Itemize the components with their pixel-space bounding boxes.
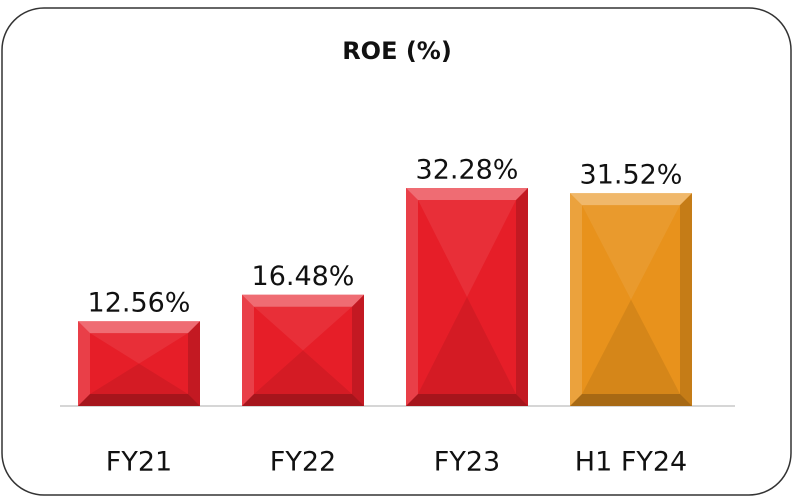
bar-bevel: [352, 294, 364, 406]
bar-bevel: [582, 299, 680, 394]
bar-bevel: [254, 350, 352, 394]
bar-bevel: [680, 193, 692, 406]
bar-bevel: [242, 294, 364, 307]
data-label: 12.56%: [88, 288, 191, 319]
data-label: 32.28%: [416, 155, 519, 186]
bar-bevel: [582, 205, 680, 300]
x-tick-label: H1 FY24: [575, 447, 687, 478]
bar-bevel: [78, 394, 200, 406]
x-tick-label: FY23: [434, 447, 500, 478]
bar-bevel: [90, 333, 188, 364]
bar-bevel: [570, 193, 692, 206]
data-label: 31.52%: [580, 160, 683, 191]
bar-bevel: [406, 394, 528, 406]
bar-bevel: [188, 321, 200, 406]
bar-bevel: [406, 188, 418, 406]
bar-bevel: [516, 188, 528, 406]
bar-bevel: [418, 297, 516, 394]
bar-bevel: [78, 321, 200, 334]
bar: [242, 294, 364, 406]
data-label: 16.48%: [252, 261, 355, 292]
bar: [78, 321, 200, 406]
bar-bevel: [242, 394, 364, 406]
bar-bevel: [570, 394, 692, 406]
bar-bevel: [418, 200, 516, 297]
bar-bevel: [242, 294, 254, 406]
bar-bevel: [78, 321, 90, 406]
bar-bevel: [254, 306, 352, 351]
bar: [406, 188, 528, 406]
chart-title: ROE (%): [342, 37, 452, 65]
bar: [570, 193, 692, 406]
x-tick-label: FY21: [106, 447, 172, 478]
bar-bevel: [570, 193, 582, 406]
bar-bevel: [90, 363, 188, 394]
x-tick-label: FY22: [270, 447, 336, 478]
bar-bevel: [406, 188, 528, 200]
